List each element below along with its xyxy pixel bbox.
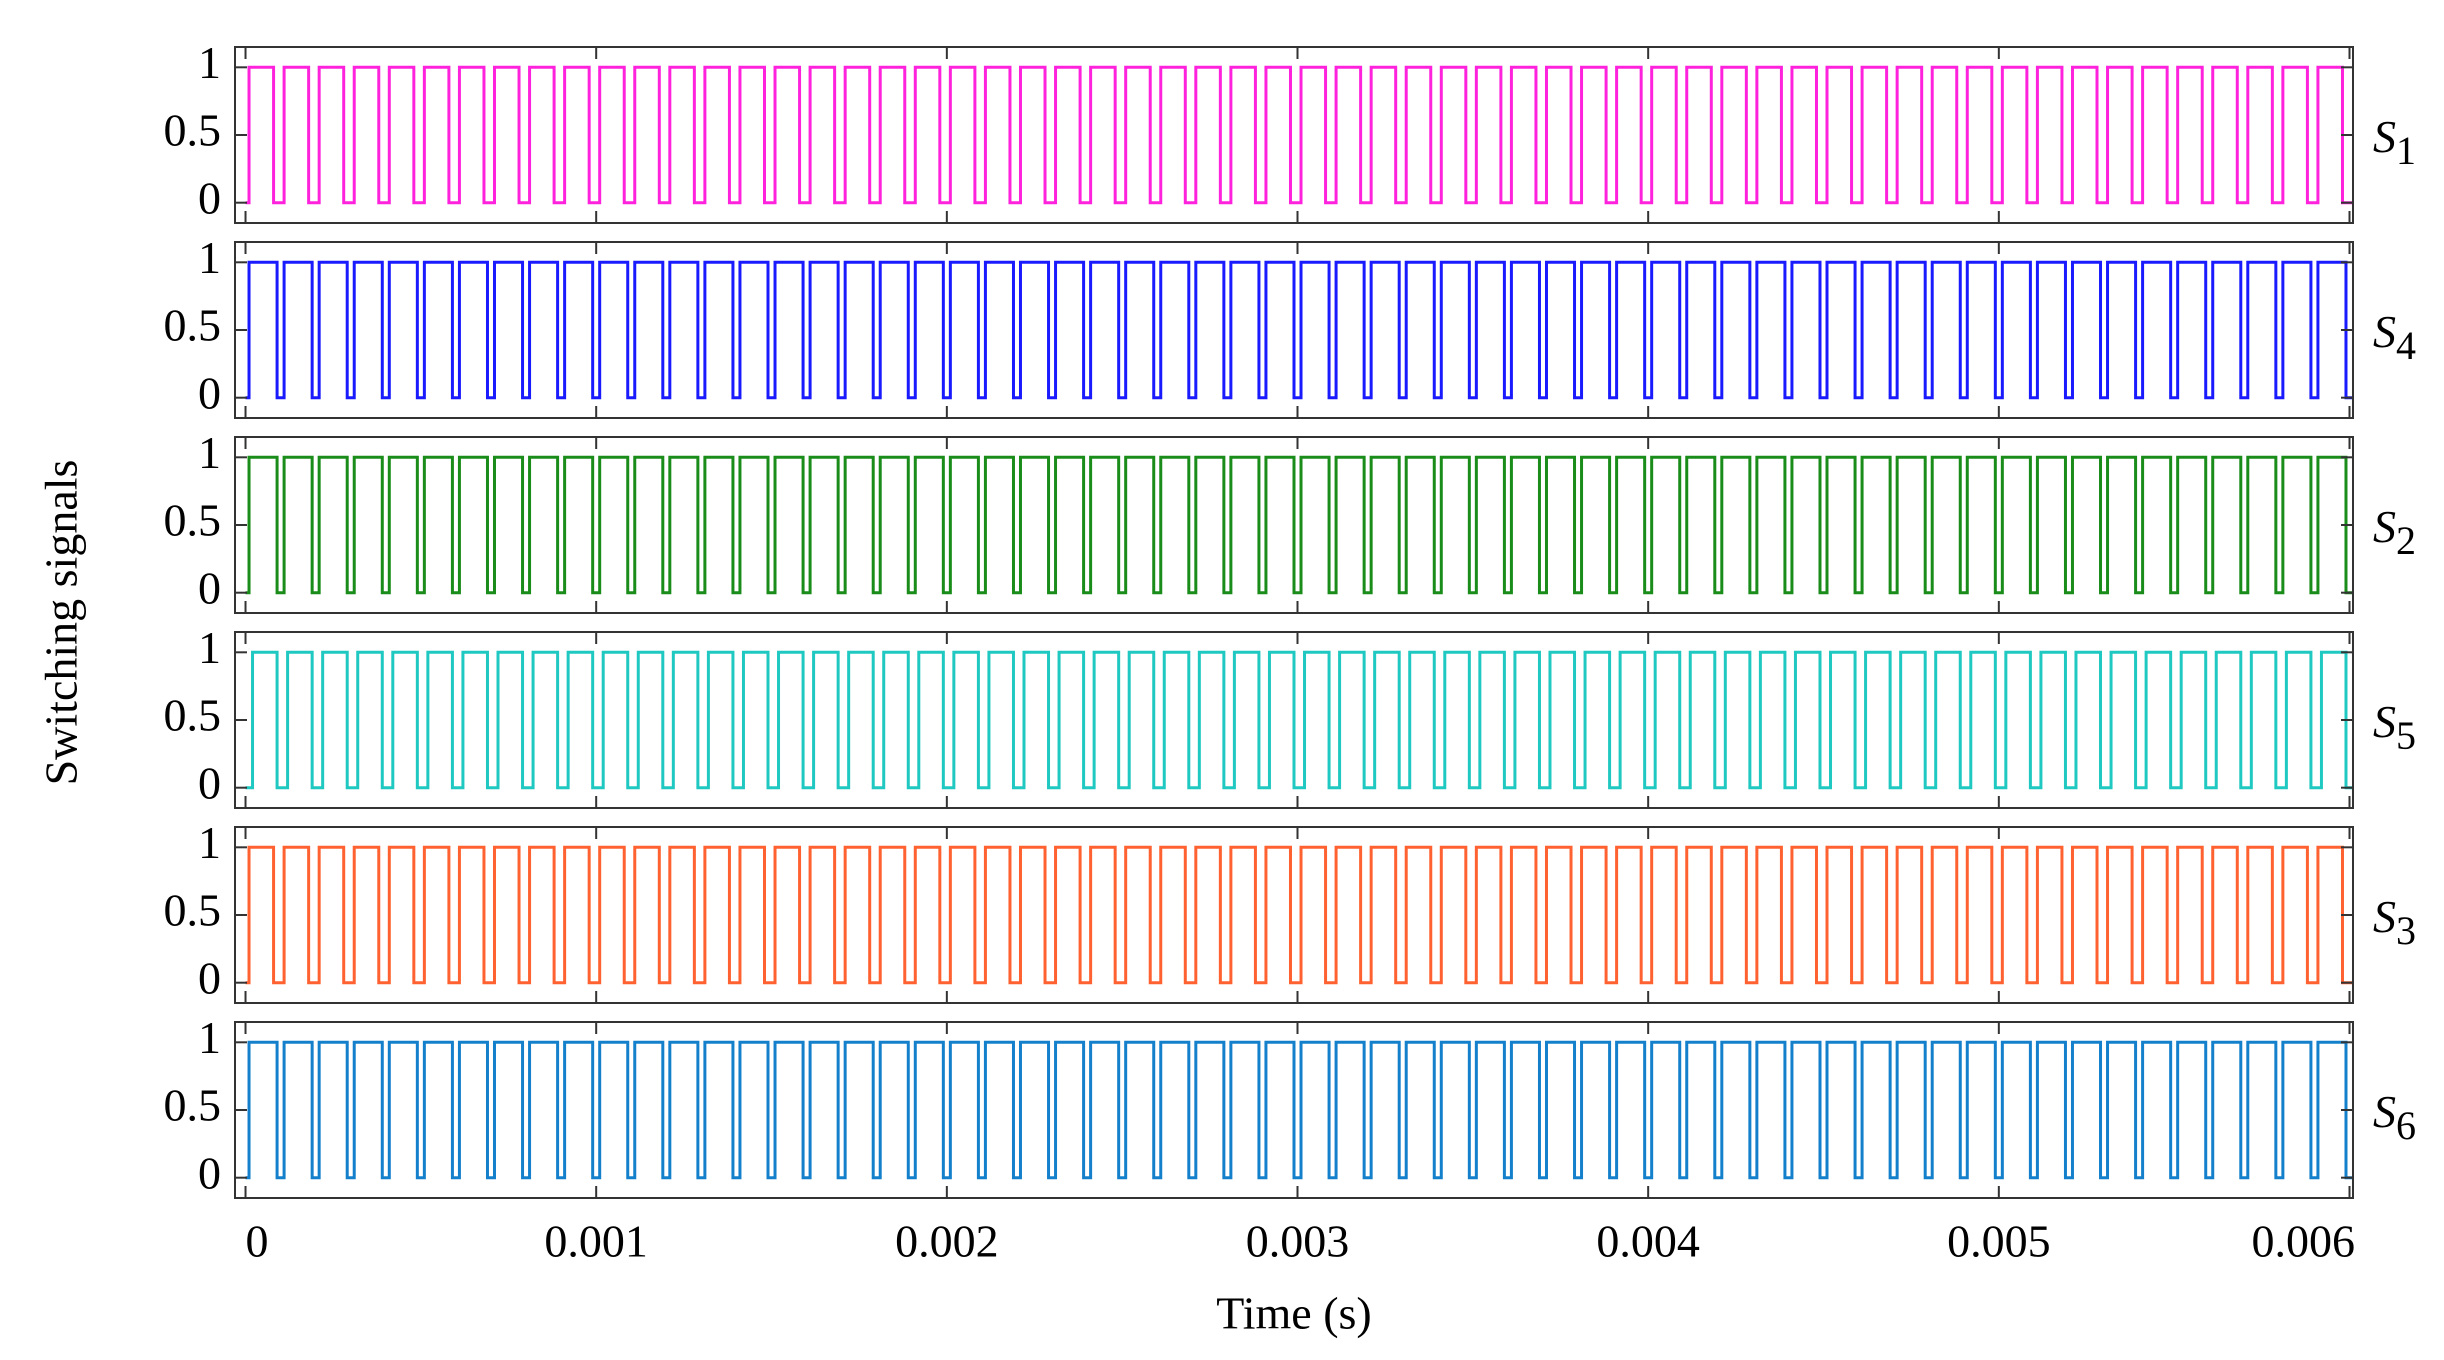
- series-label: S5: [2373, 696, 2416, 759]
- x-tick-label: 0.002: [895, 1216, 999, 1267]
- series-label: S6: [2373, 1086, 2416, 1149]
- y-tick-label: 1: [198, 622, 221, 673]
- series-label: S1: [2373, 111, 2416, 174]
- y-tick-label: 1: [198, 232, 221, 283]
- x-tick-label: 0.004: [1596, 1216, 1700, 1267]
- signal-line: [245, 65, 2353, 205]
- y-tick-label: 0.5: [164, 690, 222, 741]
- y-tick-label: 0: [198, 367, 221, 418]
- y-tick-label: 0.5: [164, 495, 222, 546]
- x-tick-label: 0.005: [1947, 1216, 2051, 1267]
- x-tick-label: 0.006: [2252, 1216, 2356, 1267]
- y-tick-label: 0.5: [164, 105, 222, 156]
- y-tick-label: 0.5: [164, 1080, 222, 1131]
- signal-line: [245, 455, 2353, 595]
- y-tick-label: 1: [198, 817, 221, 868]
- y-tick-label: 1: [198, 37, 221, 88]
- y-tick-label: 0: [198, 757, 221, 808]
- x-axis-label: Time (s): [1216, 1288, 1372, 1339]
- y-tick-label: 1: [198, 1012, 221, 1063]
- signal-line: [245, 650, 2353, 790]
- signal-line: [245, 1040, 2353, 1180]
- x-tick-label: 0.003: [1246, 1216, 1350, 1267]
- y-axis-label: Switching signals: [36, 460, 87, 786]
- x-tick-label: 0.001: [544, 1216, 648, 1267]
- y-tick-label: 0: [198, 952, 221, 1003]
- y-tick-label: 0.5: [164, 885, 222, 936]
- series-label: S4: [2373, 306, 2416, 369]
- series-label: S2: [2373, 501, 2416, 564]
- y-tick-label: 0: [198, 562, 221, 613]
- y-tick-label: 0.5: [164, 300, 222, 351]
- x-tick-label: 0: [246, 1216, 269, 1267]
- signal-line: [245, 260, 2353, 400]
- y-tick-label: 1: [198, 427, 221, 478]
- y-tick-label: 0: [198, 1147, 221, 1198]
- y-tick-label: 0: [198, 172, 221, 223]
- series-label: S3: [2373, 891, 2416, 954]
- signal-line: [245, 845, 2353, 985]
